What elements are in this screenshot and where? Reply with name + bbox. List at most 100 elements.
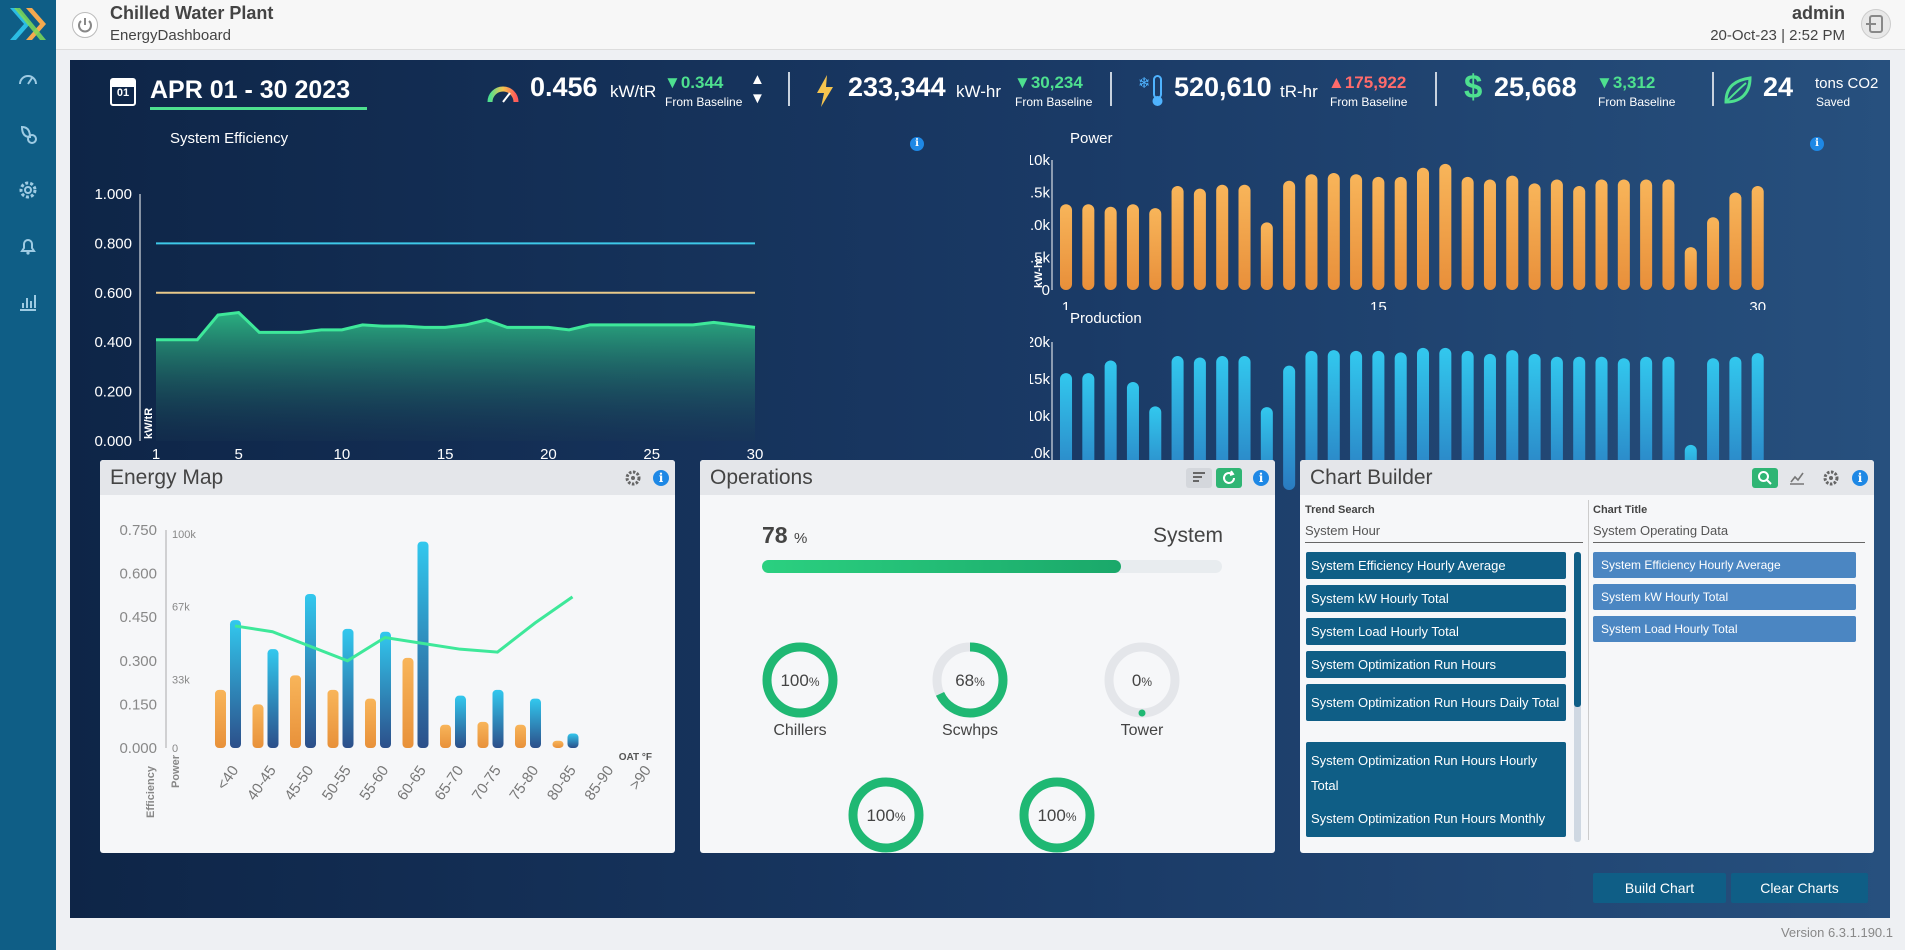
bar[interactable]: [1707, 217, 1720, 290]
clear-charts-button[interactable]: Clear Charts: [1731, 873, 1868, 903]
bar[interactable]: [290, 675, 301, 748]
gear-icon[interactable]: [14, 176, 42, 204]
bar[interactable]: [492, 689, 504, 748]
bar[interactable]: [455, 695, 466, 748]
bar[interactable]: [1193, 357, 1206, 490]
bar[interactable]: [1238, 356, 1251, 490]
bar[interactable]: [530, 698, 541, 748]
bar[interactable]: [1394, 176, 1407, 290]
bar[interactable]: [1595, 356, 1608, 490]
bar[interactable]: [327, 689, 339, 748]
bar[interactable]: [1171, 186, 1184, 290]
bar[interactable]: [1573, 186, 1586, 290]
trend-list-item[interactable]: System Efficiency Hourly Average: [1306, 552, 1566, 579]
trend-list-item[interactable]: System Load Hourly Total: [1306, 618, 1566, 645]
bar[interactable]: [1394, 352, 1407, 490]
trend-list-item[interactable]: System kW Hourly Total: [1306, 585, 1566, 612]
info-icon[interactable]: i: [1810, 137, 1824, 151]
donut-gauge[interactable]: 0% Tower: [1104, 642, 1180, 739]
bar[interactable]: [1550, 356, 1563, 490]
gauge-icon[interactable]: [14, 66, 42, 94]
bar[interactable]: [1617, 179, 1630, 291]
bar[interactable]: [1662, 179, 1675, 291]
info-icon[interactable]: i: [910, 137, 924, 151]
bar[interactable]: [1550, 179, 1563, 291]
bar[interactable]: [1372, 350, 1385, 490]
bar[interactable]: [567, 733, 579, 748]
bar[interactable]: [1640, 179, 1653, 291]
bell-icon[interactable]: [14, 232, 42, 260]
bar[interactable]: [1260, 222, 1273, 290]
bar[interactable]: [1305, 350, 1318, 490]
info-icon[interactable]: i: [1852, 470, 1868, 486]
trend-search-input[interactable]: [1305, 519, 1583, 543]
selected-trend-item[interactable]: System kW Hourly Total: [1593, 584, 1856, 610]
donut-gauge[interactable]: 100% Chillers: [762, 642, 838, 739]
bar[interactable]: [252, 704, 264, 748]
bar[interactable]: [1327, 173, 1340, 290]
bar[interactable]: [1060, 204, 1073, 290]
bar[interactable]: [1617, 358, 1630, 490]
bar[interactable]: [1305, 174, 1318, 290]
bar[interactable]: [1751, 186, 1764, 290]
bar[interactable]: [342, 628, 354, 748]
user-name[interactable]: admin: [1791, 3, 1845, 23]
trend-list-scrollbar[interactable]: [1574, 552, 1581, 842]
bar[interactable]: [1483, 353, 1496, 490]
bar[interactable]: [1439, 347, 1452, 490]
donut-gauge[interactable]: 100%cdwresetTempReset: [985, 777, 1131, 853]
search-icon[interactable]: [1752, 468, 1778, 488]
bar[interactable]: [1171, 356, 1184, 490]
info-icon[interactable]: i: [1253, 470, 1269, 486]
leaf-water-icon[interactable]: [14, 120, 42, 148]
bar[interactable]: [402, 657, 414, 748]
selected-trend-item[interactable]: System Efficiency Hourly Average: [1593, 552, 1856, 578]
bar[interactable]: [380, 631, 391, 748]
bar[interactable]: [1439, 163, 1452, 290]
bar[interactable]: [1216, 184, 1229, 290]
donut-gauge[interactable]: 68% Scwhps: [932, 642, 1008, 739]
bar[interactable]: [552, 740, 564, 748]
trend-list-item[interactable]: System Optimization Run Hours Daily Tota…: [1306, 684, 1566, 721]
bar[interactable]: [1104, 360, 1117, 491]
bar[interactable]: [215, 689, 226, 748]
bar[interactable]: [1082, 204, 1095, 290]
bar[interactable]: [1104, 206, 1117, 290]
bar[interactable]: [1126, 204, 1139, 290]
bar[interactable]: [305, 593, 316, 748]
bar[interactable]: [1662, 356, 1675, 490]
bar[interactable]: [1372, 176, 1385, 290]
bar[interactable]: [1729, 192, 1742, 291]
bar[interactable]: [1238, 184, 1251, 290]
line-chart-icon[interactable]: [1784, 468, 1810, 488]
bar[interactable]: [1283, 180, 1296, 290]
trend-list-item[interactable]: System Optimization Run Hours Monthly: [1306, 800, 1566, 837]
bar[interactable]: [440, 724, 451, 748]
bar[interactable]: [1707, 358, 1720, 490]
info-icon[interactable]: i: [653, 470, 669, 486]
bar[interactable]: [1528, 353, 1541, 490]
selected-trend-item[interactable]: System Load Hourly Total: [1593, 616, 1856, 642]
bar-chart-icon[interactable]: [14, 288, 42, 316]
bar[interactable]: [1483, 179, 1496, 291]
bar[interactable]: [230, 620, 241, 748]
settings-gear-icon[interactable]: [1818, 468, 1844, 488]
bar[interactable]: [1684, 247, 1697, 290]
bar[interactable]: [1149, 208, 1162, 290]
build-chart-button[interactable]: Build Chart: [1593, 873, 1726, 903]
bar[interactable]: [1573, 356, 1586, 490]
trend-list-item[interactable]: System Optimization Run Hours Hourly Tot…: [1306, 742, 1566, 804]
bar[interactable]: [1729, 356, 1742, 490]
bar[interactable]: [1216, 356, 1229, 490]
bar[interactable]: [1417, 167, 1430, 290]
donut-gauge[interactable]: 100%ChwSetpointReset: [820, 777, 953, 853]
bar[interactable]: [1193, 188, 1206, 290]
logout-icon[interactable]: [1861, 9, 1891, 39]
bar[interactable]: [1461, 176, 1474, 290]
bar[interactable]: [365, 698, 376, 748]
settings-gear-icon[interactable]: [620, 468, 646, 488]
date-range[interactable]: APR 01 - 30 2023: [150, 76, 367, 110]
bar[interactable]: [1417, 347, 1430, 490]
bar[interactable]: [1506, 350, 1519, 490]
sort-arrows-icon[interactable]: ▲ ▼: [750, 71, 765, 107]
